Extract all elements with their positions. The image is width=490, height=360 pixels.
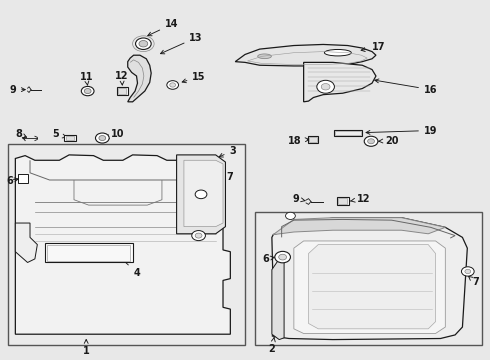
Text: 12: 12	[115, 71, 128, 85]
Text: 1: 1	[83, 339, 90, 356]
Bar	[309, 136, 317, 141]
Circle shape	[81, 86, 94, 96]
Bar	[334, 130, 362, 135]
Circle shape	[195, 190, 207, 199]
Text: 2: 2	[269, 338, 275, 354]
Circle shape	[321, 84, 330, 90]
Text: 6: 6	[6, 176, 19, 186]
Ellipse shape	[324, 49, 351, 56]
Text: 14: 14	[148, 19, 178, 36]
Text: 19: 19	[366, 126, 438, 135]
Polygon shape	[272, 218, 467, 339]
Text: 15: 15	[182, 72, 206, 83]
Text: 6: 6	[263, 254, 275, 264]
Polygon shape	[15, 223, 37, 262]
Bar	[8, 144, 245, 345]
Text: 7: 7	[468, 276, 479, 287]
Text: 10: 10	[105, 129, 125, 139]
Circle shape	[275, 251, 291, 263]
Polygon shape	[272, 259, 284, 339]
Text: 3: 3	[219, 145, 236, 157]
Circle shape	[364, 136, 378, 146]
Text: 13: 13	[161, 33, 203, 54]
Text: 7: 7	[209, 172, 233, 182]
Circle shape	[136, 38, 151, 49]
Bar	[45, 243, 133, 262]
Circle shape	[195, 233, 202, 238]
Circle shape	[465, 269, 471, 274]
Circle shape	[368, 139, 374, 144]
Text: 8: 8	[16, 129, 26, 139]
Circle shape	[462, 267, 474, 276]
Text: 4: 4	[117, 254, 140, 278]
Polygon shape	[128, 55, 151, 102]
Bar	[18, 174, 27, 183]
Polygon shape	[184, 160, 223, 226]
Text: 16: 16	[375, 79, 438, 95]
Bar	[66, 136, 74, 140]
Polygon shape	[304, 62, 376, 102]
Polygon shape	[273, 218, 445, 234]
Circle shape	[286, 212, 295, 220]
Circle shape	[139, 41, 148, 47]
Text: 17: 17	[361, 42, 385, 52]
Polygon shape	[176, 155, 225, 234]
Circle shape	[170, 83, 175, 87]
Ellipse shape	[258, 54, 271, 59]
Bar	[308, 135, 319, 143]
Circle shape	[84, 89, 91, 94]
Text: 11: 11	[79, 72, 93, 85]
Circle shape	[167, 81, 178, 89]
Circle shape	[96, 133, 109, 143]
Bar	[119, 88, 126, 94]
Polygon shape	[235, 44, 376, 66]
Text: 12: 12	[351, 194, 370, 204]
Text: 9: 9	[9, 85, 25, 95]
Bar	[47, 244, 130, 261]
Bar	[337, 197, 348, 205]
Text: 5: 5	[52, 129, 67, 139]
Circle shape	[317, 80, 334, 93]
Bar	[255, 212, 482, 345]
Circle shape	[192, 230, 205, 240]
Bar	[335, 131, 361, 135]
Text: 18: 18	[288, 136, 309, 145]
Polygon shape	[294, 241, 445, 333]
Bar	[117, 87, 128, 95]
Text: 9: 9	[293, 194, 305, 204]
Polygon shape	[15, 155, 230, 334]
Polygon shape	[309, 244, 436, 329]
Circle shape	[99, 135, 106, 140]
Circle shape	[279, 254, 287, 260]
Bar	[338, 198, 347, 204]
Bar	[64, 135, 76, 141]
Text: 20: 20	[379, 136, 398, 145]
